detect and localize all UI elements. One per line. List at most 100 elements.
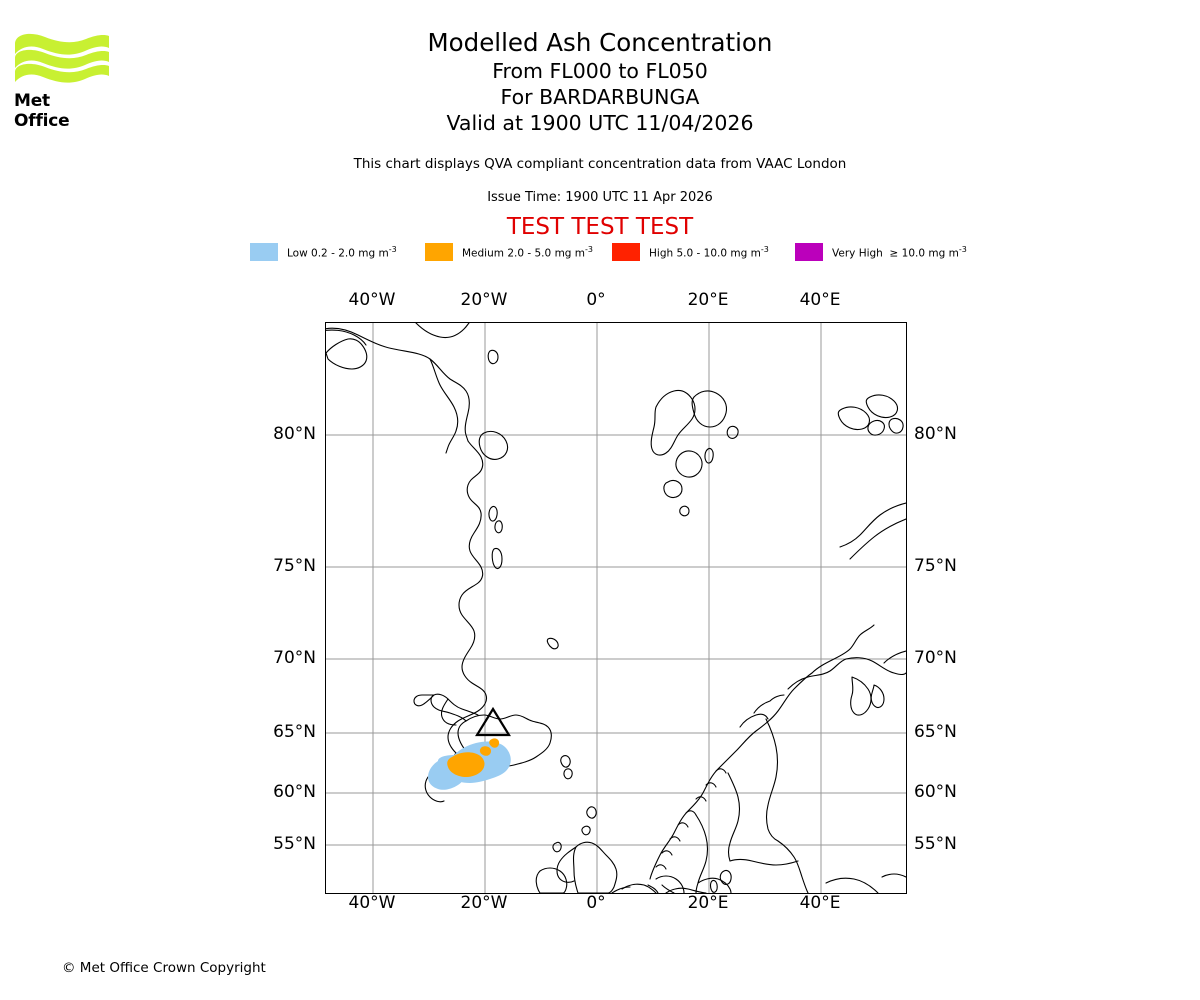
ash-plume [428, 738, 511, 790]
legend-high-range: 5.0 - 10.0 [676, 247, 728, 260]
met-office-wave-mark [15, 33, 109, 83]
legend-item-medium: Medium 2.0 - 5.0 mg m-3 [425, 242, 593, 262]
coast-greenland-main [326, 327, 470, 442]
coast-svalbard-ne [691, 390, 728, 428]
lon-label-bottom-40e: 40°E [799, 893, 841, 913]
lat-label-right-60n: 60°N [914, 782, 957, 802]
coast-greenland-east [447, 440, 488, 754]
lat-label-left-80n: 80°N [273, 424, 316, 444]
lon-label-top-0: 0° [586, 290, 606, 310]
ash-contour-medium-spur2 [489, 738, 500, 748]
coast-norway-finnmark [787, 658, 847, 690]
coast-island-b [488, 505, 498, 522]
lat-label-left-60n: 60°N [273, 782, 316, 802]
coast-bothnia-east [727, 772, 741, 862]
coast-kvitoya [726, 425, 739, 439]
coast-finland-east [765, 718, 779, 842]
coast-iceland-nw-peninsula [430, 693, 479, 722]
coast-island-c [494, 520, 503, 534]
coast-kola [845, 657, 906, 676]
legend-label-very-high: Very High ≥ 10.0 mg m-3 [832, 245, 967, 260]
ash-contour-medium [447, 752, 485, 777]
coast-novaya-zemlya2 [849, 518, 906, 560]
legend-high-prefix: High [649, 247, 674, 260]
coast-greenland-ne [326, 338, 368, 370]
lat-label-right-55n: 55°N [914, 834, 957, 854]
lon-label-top-40w: 40°W [348, 290, 396, 310]
coast-europe-bottom [611, 886, 631, 893]
coast-shetland [586, 806, 597, 819]
coast-fjl-d [888, 417, 904, 434]
title-block: Modelled Ash Concentration From FL000 to… [0, 28, 1200, 136]
coast-gotland [719, 869, 732, 885]
legend-label-low: Low 0.2 - 2.0 mg m-3 [287, 245, 397, 260]
lon-label-top-20w: 20°W [460, 290, 508, 310]
legend-swatch-very-high [795, 243, 823, 261]
coast-russia-ne [883, 650, 906, 664]
coast-faroe-2 [563, 768, 573, 780]
legend-label-medium: Medium 2.0 - 5.0 mg m-3 [462, 245, 593, 260]
coastlines [326, 323, 906, 893]
lat-label-left-65n: 65°N [273, 722, 316, 742]
coast-gb-west [556, 846, 577, 883]
lon-label-top-40e: 40°E [799, 290, 841, 310]
test-banner: TEST TEST TEST [506, 214, 694, 240]
coast-norway-lofoten [739, 694, 785, 728]
legend-low-exponent: -3 [388, 244, 397, 254]
lat-label-left-55n: 55°N [273, 834, 316, 854]
coast-faroe [560, 755, 571, 768]
legend-medium-exponent: -3 [585, 244, 594, 254]
flight-level-line: From FL000 to FL050 [492, 59, 708, 83]
legend-low-unit: mg m [358, 247, 389, 260]
lon-label-top-20e: 20°E [687, 290, 729, 310]
coast-iceland-detail [440, 698, 457, 726]
coast-norway-west [649, 672, 813, 880]
coast-sweden-south [697, 877, 732, 893]
coast-island-d [491, 547, 503, 570]
lat-label-right-80n: 80°N [914, 424, 957, 444]
legend-very-high-range: ≥ 10.0 [889, 247, 926, 260]
coast-denmark [647, 875, 685, 893]
coast-white-sea [850, 676, 872, 716]
lat-label-left-70n: 70°N [273, 648, 316, 668]
coast-svalbard-south [663, 479, 683, 499]
legend-medium-prefix: Medium [462, 247, 504, 260]
coast-germany-poland [665, 887, 707, 893]
legend-swatch-low [250, 243, 278, 261]
page-title: Modelled Ash Concentration [427, 28, 773, 57]
legend-medium-unit: mg m [554, 247, 586, 260]
coast-svalbard-se [675, 450, 703, 478]
legend-low-prefix: Low [287, 247, 308, 260]
volcano-line: For BARDARBUNGA [500, 85, 700, 109]
legend-label-high: High 5.0 - 10.0 mg m-3 [649, 245, 769, 260]
met-office-logo: Met Office [14, 28, 110, 131]
coast-iceland-nw2 [413, 694, 435, 707]
concentration-legend: Low 0.2 - 2.0 mg m-3 Medium 2.0 - 5.0 mg… [250, 242, 990, 262]
lat-label-right-65n: 65°N [914, 722, 957, 742]
coast-ireland [535, 867, 568, 893]
coast-great-britain [572, 841, 618, 893]
coast-island-e [478, 430, 509, 460]
coast-novaya-zemlya [839, 502, 906, 548]
qva-note: This chart displays QVA compliant concen… [353, 156, 847, 172]
coast-greenland-fjords [415, 323, 470, 339]
coast-norway-fjords [655, 768, 727, 870]
legend-high-unit: mg m [730, 247, 761, 260]
lon-label-bottom-40w: 40°W [348, 893, 396, 913]
coast-hopen [704, 447, 714, 464]
legend-very-high-unit: mg m [928, 247, 959, 260]
coast-bottom-europe-far-right [881, 873, 906, 878]
ash-concentration-map[interactable] [325, 322, 907, 894]
coast-bottom-europe-right [825, 877, 879, 893]
lat-label-right-75n: 75°N [914, 556, 957, 576]
legend-high-exponent: -3 [760, 244, 769, 254]
legend-medium-range: 2.0 - 5.0 [507, 247, 552, 260]
volcano-marker-bardarbunga[interactable] [475, 706, 511, 737]
legend-very-high-exponent: -3 [958, 244, 967, 254]
coast-jan-mayen [546, 637, 559, 650]
copyright-notice: © Met Office Crown Copyright [62, 960, 266, 976]
coast-fjl-b [865, 394, 899, 419]
ash-contour-medium-spur [479, 746, 491, 756]
met-office-logo-text: Met Office [14, 91, 70, 131]
legend-item-very-high: Very High ≥ 10.0 mg m-3 [795, 242, 967, 262]
